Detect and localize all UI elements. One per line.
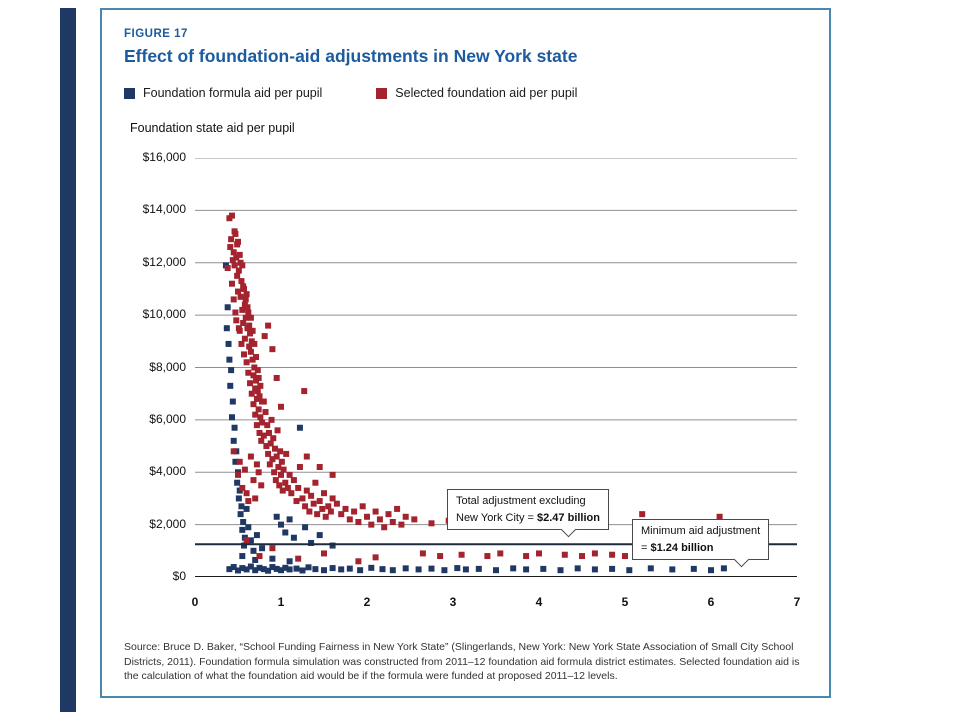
x-tick-label: 2 <box>363 595 371 609</box>
x-tick-label: 5 <box>621 595 629 609</box>
x-tick-label: 3 <box>449 595 457 609</box>
legend-label: Selected foundation aid per pupil <box>395 86 578 100</box>
legend-item-formula-aid: Foundation formula aid per pupil <box>124 86 322 100</box>
y-tick-label: $14,000 <box>142 202 186 217</box>
legend-swatch-red-icon <box>376 87 388 99</box>
figure-number: FIGURE 17 <box>124 28 188 40</box>
x-tick-label: 1 <box>277 595 285 609</box>
y-tick-label: $6,000 <box>149 411 186 426</box>
chart-legend: Foundation formula aid per pupil Selecte… <box>124 86 577 100</box>
callout-line1: Minimum aid adjustment <box>641 525 761 537</box>
legend-swatch-navy-icon <box>124 87 135 99</box>
y-tick-label: $16,000 <box>142 150 186 164</box>
legend-label: Foundation formula aid per pupil <box>143 86 323 100</box>
callout-line1: Total adjustment excluding <box>456 495 586 507</box>
x-tick-label: 4 <box>535 595 543 609</box>
x-tick-label: 7 <box>793 595 801 609</box>
figure-title: Effect of foundation-aid adjustments in … <box>124 46 578 66</box>
y-tick-label: $8,000 <box>149 359 186 374</box>
legend-item-selected-aid: Selected foundation aid per pupil <box>376 86 577 100</box>
source-note: Source: Bruce D. Baker, “School Funding … <box>124 641 800 683</box>
y-tick-label: $10,000 <box>142 307 186 322</box>
callout-line2: New York City = $2.47 billion <box>456 511 600 524</box>
y-axis-title: Foundation state aid per pupil <box>130 121 295 135</box>
y-tick-label: $0 <box>172 569 186 583</box>
callout-total-adjustment: Total adjustment excluding New York City… <box>447 489 609 538</box>
y-tick-label: $4,000 <box>149 464 186 479</box>
page-accent-bar <box>60 8 76 712</box>
x-tick-label: 0 <box>191 595 199 609</box>
x-tick-label: 6 <box>707 595 715 609</box>
callout-line2: = $1.24 billion <box>641 541 714 554</box>
y-tick-label: $2,000 <box>149 516 186 531</box>
plot-svg <box>195 158 797 577</box>
y-tick-label: $12,000 <box>142 254 186 269</box>
callout-minimum-aid: Minimum aid adjustment = $1.24 billion <box>632 519 770 568</box>
figure-container: FIGURE 17 Effect of foundation-aid adjus… <box>100 8 831 698</box>
